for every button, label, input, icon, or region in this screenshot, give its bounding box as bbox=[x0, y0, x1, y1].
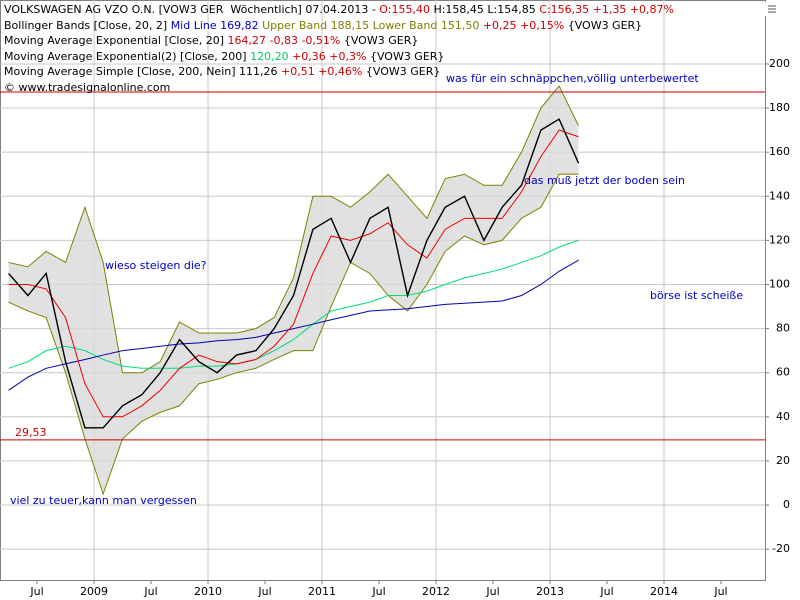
x-tick-label: Jul bbox=[143, 585, 157, 598]
x-tick-label: 2012 bbox=[422, 585, 450, 598]
indicator-legend: VOLKSWAGEN AG VZO O.N. [VOW3 GER Wöchent… bbox=[4, 2, 674, 96]
legend-text: +0,51 +0,46% bbox=[281, 65, 363, 79]
y-tick-label: 0 bbox=[783, 498, 790, 511]
plot-layer: 29,53 wieso steigen die? viel zu teuer,kan… bbox=[0, 0, 765, 580]
legend-text: {VOW3 GER} bbox=[340, 34, 419, 48]
legend-line: VOLKSWAGEN AG VZO O.N. [VOW3 GER Wöchent… bbox=[4, 2, 674, 18]
legend-text: © www.tradesignalonline.com bbox=[4, 80, 171, 94]
y-tick-label: 100 bbox=[769, 277, 790, 290]
x-tick-label: 2013 bbox=[536, 585, 564, 598]
y-tick-label: 80 bbox=[776, 322, 790, 335]
legend-line: Moving Average Exponential(2) [Close, 20… bbox=[4, 49, 674, 65]
legend-text: {VOW3 GER} bbox=[564, 18, 643, 32]
x-tick-label: 2010 bbox=[194, 585, 222, 598]
annotation: börse ist scheiße bbox=[650, 289, 743, 302]
y-tick-label: -20 bbox=[772, 542, 790, 555]
legend-text: VOLKSWAGEN AG VZO O.N. [VOW3 GER Wöchent… bbox=[4, 3, 380, 16]
y-tick-label: 20 bbox=[776, 454, 790, 467]
legend-text: 164,27 -0,83 -0,51% bbox=[227, 34, 341, 48]
x-tick-label: 2014 bbox=[650, 585, 678, 598]
annotation: viel zu teuer,kann man vergessen bbox=[10, 494, 197, 507]
legend-text: Moving Average Exponential(2) [Close, 20… bbox=[4, 49, 251, 63]
x-tick-label: Jul bbox=[599, 585, 613, 598]
series-line bbox=[8, 129, 579, 418]
y-tick-label: 160 bbox=[769, 145, 790, 158]
legend-line: Moving Average Simple [Close, 200, Nein]… bbox=[4, 64, 674, 80]
series-line bbox=[8, 118, 580, 429]
legend-line: Moving Average Exponential [Close, 20] 1… bbox=[4, 33, 674, 49]
x-tick-label: 2011 bbox=[308, 585, 336, 598]
legend-text: Mid Line 169,82 bbox=[170, 18, 259, 32]
legend-text: Moving Average Simple [Close, 200, Nein]… bbox=[4, 65, 281, 79]
legend-text: C:156,35 +1,35 +0,87% bbox=[539, 3, 674, 16]
x-tick-label: Jul bbox=[485, 585, 499, 598]
x-tick-label: Jul bbox=[371, 585, 385, 598]
legend-line: © www.tradesignalonline.com bbox=[4, 80, 674, 96]
plot-frame bbox=[0, 0, 766, 581]
series-line bbox=[8, 239, 579, 369]
legend-text: H:158,45 L:154,85 bbox=[429, 3, 540, 16]
band-line bbox=[8, 85, 579, 374]
legend-text: Upper Band 188,15 Lower Band 151,50 bbox=[258, 18, 480, 32]
band-fill bbox=[8, 86, 579, 494]
annotation: was für ein schnäppchen,völlig unterbewe… bbox=[446, 72, 699, 85]
legend-line: Bollinger Bands [Close, 20, 2] Mid Line … bbox=[4, 18, 674, 34]
series-line bbox=[8, 259, 579, 391]
band-line bbox=[8, 173, 579, 496]
legend-text: 120,20 bbox=[250, 49, 289, 63]
y-tick-label: 140 bbox=[769, 189, 790, 202]
y-tick-label: 180 bbox=[769, 101, 790, 114]
legend-text: {VOW3 GER} bbox=[362, 65, 441, 79]
annotation: wieso steigen die? bbox=[105, 259, 207, 272]
legend-text: Bollinger Bands [Close, 20, 2] bbox=[4, 18, 171, 32]
y-tick-label: 120 bbox=[769, 233, 790, 246]
y-tick-label: 200 bbox=[769, 57, 790, 70]
x-tick-label: Jul bbox=[713, 585, 727, 598]
horizontal-line-label: 29,53 bbox=[15, 426, 47, 439]
y-tick-label: 40 bbox=[776, 410, 790, 423]
legend-text: Moving Average Exponential [Close, 20] bbox=[4, 34, 228, 48]
x-tick-label: Jul bbox=[257, 585, 271, 598]
menu-button[interactable] bbox=[765, 2, 779, 16]
annotation: das muß jetzt der boden sein bbox=[524, 174, 685, 187]
legend-text: +0,25 +0,15% bbox=[479, 18, 565, 32]
legend-text: O:155,40 bbox=[379, 3, 430, 16]
legend-text: +0,36 +0,3% bbox=[288, 49, 367, 63]
y-tick-label: 60 bbox=[776, 366, 790, 379]
x-tick-label: 2009 bbox=[80, 585, 108, 598]
legend-text: {VOW3 GER} bbox=[366, 49, 445, 63]
x-tick-label: Jul bbox=[29, 585, 43, 598]
